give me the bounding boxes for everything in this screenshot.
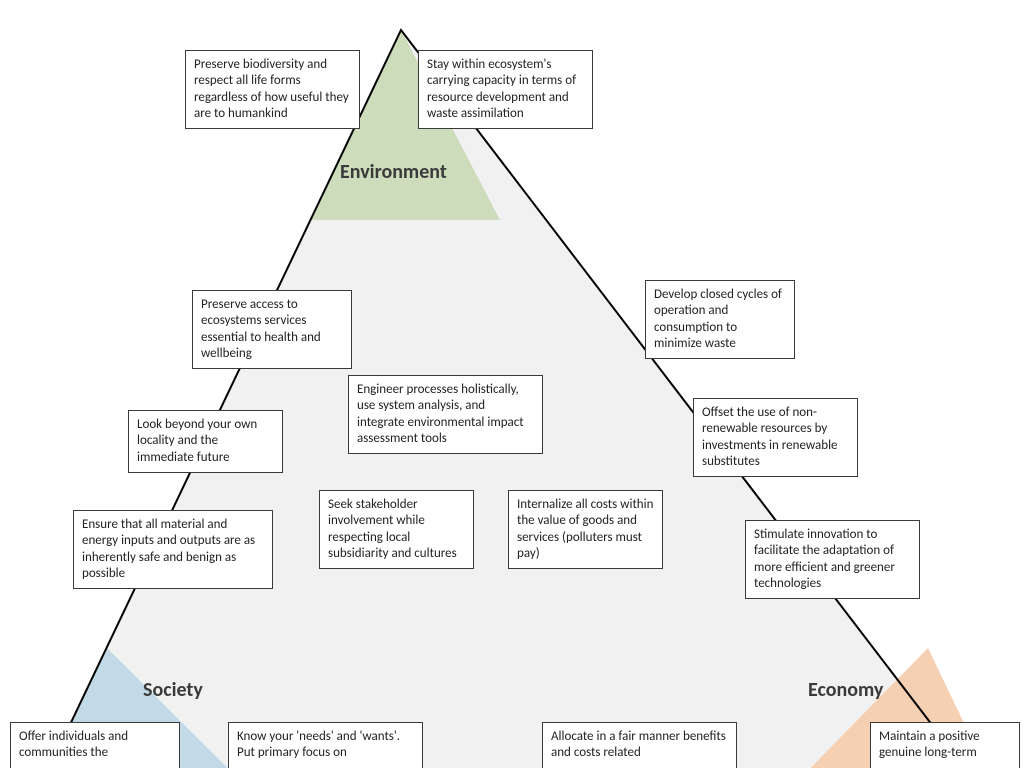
box-center-right: Internalize all costs within the value o… (508, 490, 663, 569)
box-top-right: Stay within ecosystem's carrying capacit… (418, 50, 593, 129)
box-bottom-mid-right: Allocate in a fair manner benefits and c… (542, 722, 737, 768)
box-center-top: Engineer processes holistically, use sys… (348, 375, 543, 454)
box-left-mid: Look beyond your own locality and the im… (128, 410, 283, 473)
vertex-label-society: Society (143, 678, 203, 702)
vertex-label-economy: Economy (808, 678, 883, 702)
box-right-lower: Stimulate innovation to facilitate the a… (745, 520, 920, 599)
box-center-left: Seek stakeholder involvement while respe… (319, 490, 474, 569)
box-top-left: Preserve biodiversity and respect all li… (185, 50, 360, 129)
box-left-lower: Ensure that all material and energy inpu… (73, 510, 273, 589)
box-left-upper: Preserve access to ecosystems services e… (192, 290, 352, 369)
box-bottom-mid-left: Know your 'needs' and 'wants'. Put prima… (228, 722, 423, 768)
box-right-mid: Offset the use of non-renewable resource… (693, 398, 858, 477)
box-bottom-far-right: Maintain a positive genuine long-term (870, 722, 1020, 768)
box-right-upper: Develop closed cycles of operation and c… (645, 280, 795, 359)
diagram-canvas: Environment Society Economy Preserve bio… (0, 0, 1024, 768)
vertex-label-environment: Environment (340, 160, 447, 184)
box-bottom-far-left: Offer individuals and communities the (10, 722, 180, 768)
